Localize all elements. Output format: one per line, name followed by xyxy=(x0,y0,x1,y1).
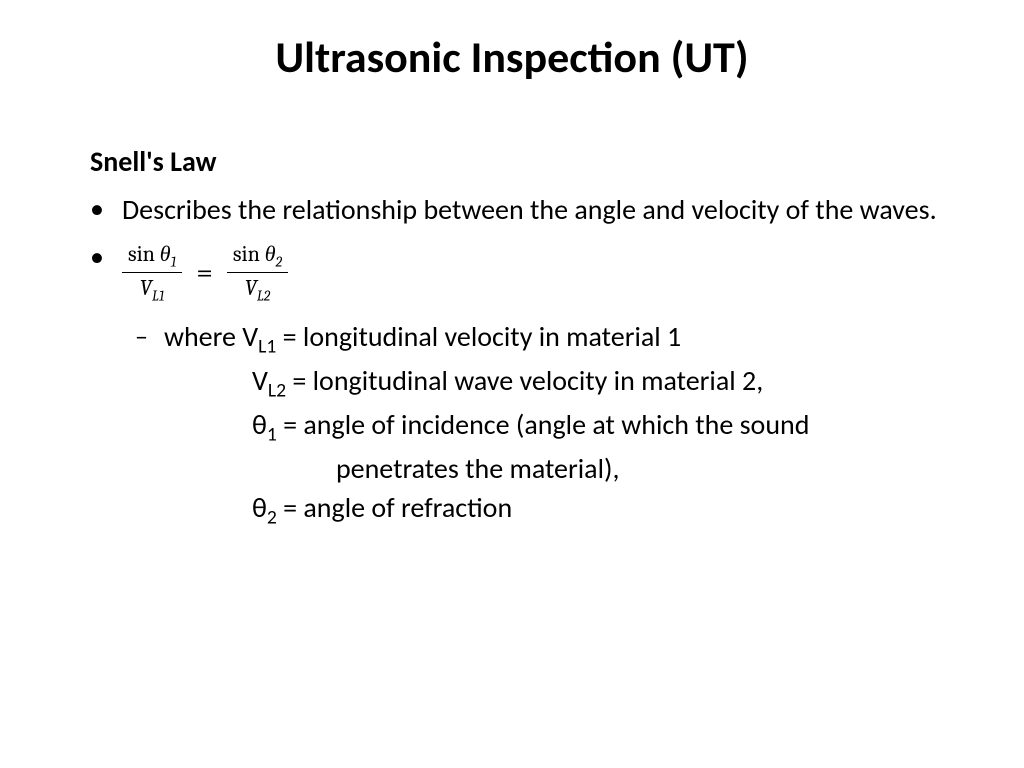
fraction-right: sin θ2 VL2 xyxy=(227,239,288,307)
def-vl2: VL2 = longitudinal wave velocity in mate… xyxy=(164,361,810,405)
slide-container: Ultrasonic Inspection (UT) Snell's Law •… xyxy=(0,0,1024,572)
def-theta2: θ2 = angle of refraction xyxy=(164,488,810,532)
denominator-1: VL1 xyxy=(134,273,171,307)
numerator-1: sin θ1 xyxy=(122,239,182,274)
bullet-marker-icon: • xyxy=(90,191,104,227)
bullet-description: • Describes the relationship between the… xyxy=(90,191,954,229)
dash-marker-icon: – xyxy=(135,319,148,354)
sub-bullet-definitions: – where VL1 = longitudinal velocity in m… xyxy=(135,317,954,532)
equals-sign: = xyxy=(196,255,213,290)
snells-law-formula: sin θ1 VL1 = sin θ2 VL2 xyxy=(122,239,288,307)
fraction-left: sin θ1 VL1 xyxy=(122,239,182,307)
def-theta1: θ1 = angle of incidence (angle at which … xyxy=(164,405,810,449)
def-vl1: where VL1 = longitudinal velocity in mat… xyxy=(164,317,810,361)
denominator-2: VL2 xyxy=(239,273,277,307)
bullet-formula: • sin θ1 VL1 = sin θ2 VL2 xyxy=(90,239,954,307)
definitions-block: where VL1 = longitudinal velocity in mat… xyxy=(164,317,810,532)
slide-title: Ultrasonic Inspection (UT) xyxy=(70,30,954,84)
section-subtitle: Snell's Law xyxy=(90,144,954,179)
numerator-2: sin θ2 xyxy=(227,239,288,274)
def-theta1-cont: penetrates the material), xyxy=(164,449,810,488)
bullet-text: Describes the relationship between the a… xyxy=(122,191,937,229)
bullet-marker-icon: • xyxy=(90,239,104,275)
